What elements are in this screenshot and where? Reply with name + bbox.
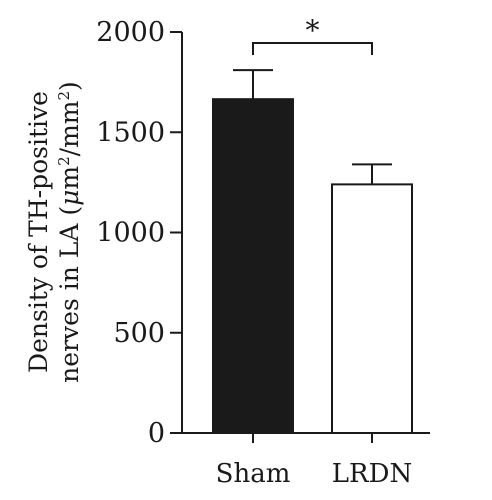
- y-axis-label-mid: /mm: [55, 100, 84, 156]
- y-tick-label: 1500: [96, 117, 165, 148]
- x-categories: Sham LRDN: [216, 433, 412, 489]
- significance-star: *: [306, 14, 320, 47]
- y-tick-label: 0: [148, 418, 165, 449]
- y-axis-label-sup2: 2: [55, 91, 73, 101]
- bar-sham: [212, 98, 294, 434]
- y-axis-label-line2: nerves in LA (μm2/mm2): [55, 81, 84, 383]
- y-tick-label: 500: [113, 318, 165, 349]
- significance-annotation: *: [252, 14, 373, 55]
- x-category-label: LRDN: [332, 459, 412, 489]
- bar-lrdn: [331, 183, 413, 434]
- y-ticks: 0 500 1000 1500 2000: [96, 17, 182, 449]
- y-tick-label: 2000: [96, 17, 165, 48]
- error-bars: [233, 69, 392, 185]
- y-axis-label-mu: μ: [55, 190, 84, 206]
- y-axis-label-line2-prefix: nerves in LA (: [55, 206, 84, 383]
- significance-bracket: [252, 42, 373, 55]
- y-axis-label: Density of TH-positive nerves in LA (μm2…: [24, 81, 84, 383]
- y-axis-label-line1: Density of TH-positive: [24, 91, 53, 373]
- y-tick-label: 1000: [96, 218, 165, 249]
- y-axis-label-suffix: ): [55, 81, 84, 91]
- y-axis-label-m: m: [55, 166, 84, 190]
- x-category-label: Sham: [216, 459, 291, 489]
- y-axis-label-sup1: 2: [55, 156, 73, 166]
- bars: [212, 98, 413, 434]
